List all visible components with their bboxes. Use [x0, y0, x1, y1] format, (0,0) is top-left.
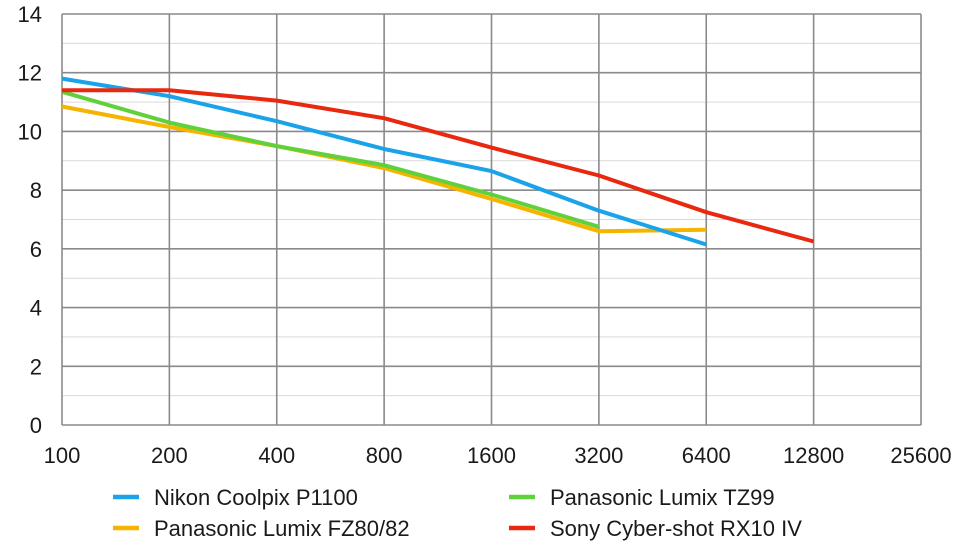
y-tick-label: 14	[18, 2, 42, 27]
legend-label: Panasonic Lumix TZ99	[550, 485, 775, 510]
y-tick-label: 6	[30, 237, 42, 262]
y-tick-label: 10	[18, 119, 42, 144]
legend-item: Panasonic Lumix FZ80/82	[113, 516, 410, 541]
x-tick-label: 1600	[467, 443, 516, 468]
y-tick-label: 8	[30, 178, 42, 203]
legend: Nikon Coolpix P1100 Panasonic Lumix TZ99 P…	[113, 485, 802, 541]
legend-label: Panasonic Lumix FZ80/82	[154, 516, 410, 541]
x-tick-label: 3200	[574, 443, 623, 468]
series-line-panasonic-lumix-fz80-82	[61, 104, 707, 234]
x-tick-label: 800	[366, 443, 403, 468]
y-tick-label: 0	[30, 413, 42, 438]
x-tick-label: 200	[151, 443, 188, 468]
series-line-sony-cyber-shot-rx10-iv	[62, 88, 815, 244]
series-line-panasonic-lumix-tz99	[61, 89, 600, 229]
x-tick-label: 400	[258, 443, 295, 468]
y-tick-label: 2	[30, 354, 42, 379]
legend-label: Sony Cyber-shot RX10 IV	[550, 516, 802, 541]
y-tick-label: 12	[18, 61, 42, 86]
y-axis-tick-labels: 0 2 4 6 8 10 12 14	[18, 2, 42, 438]
x-axis-tick-labels: 100 200 400 800 1600 3200 6400 12800 25600	[44, 443, 952, 468]
legend-item: Panasonic Lumix TZ99	[509, 485, 775, 510]
x-tick-label: 100	[44, 443, 81, 468]
y-tick-label: 4	[30, 296, 42, 321]
x-tick-label: 6400	[682, 443, 731, 468]
x-tick-label: 12800	[783, 443, 844, 468]
grid	[61, 13, 922, 426]
legend-label: Nikon Coolpix P1100	[154, 485, 358, 510]
series-line-nikon-coolpix-p1100	[61, 76, 707, 247]
series-lines	[61, 76, 815, 247]
legend-item: Sony Cyber-shot RX10 IV	[509, 516, 802, 541]
legend-item: Nikon Coolpix P1100	[113, 485, 358, 510]
x-tick-label: 25600	[890, 443, 951, 468]
